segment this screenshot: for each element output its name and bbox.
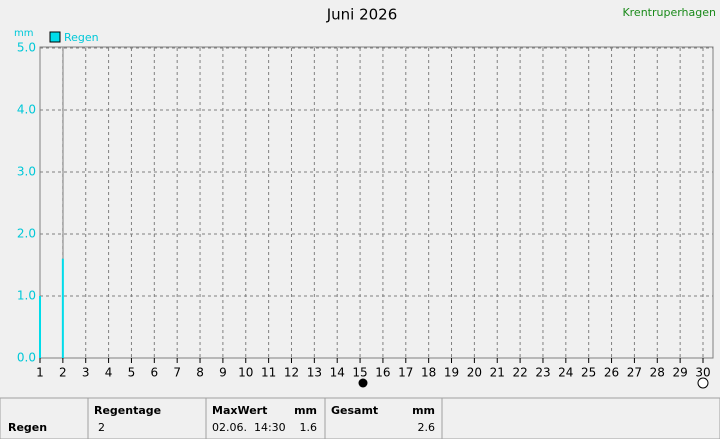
x-tick-label: 26 [604, 366, 619, 380]
x-tick-label: 21 [490, 366, 505, 380]
y-tick-label: 5.0 [17, 41, 36, 55]
cell-value: 2.6 [418, 421, 436, 434]
cell-value: 1.6 [300, 421, 318, 434]
y-tick-label: 0.0 [17, 351, 36, 365]
x-tick-label: 10 [238, 366, 253, 380]
x-tick-label: 4 [105, 366, 113, 380]
x-tick-label: 15 [352, 366, 367, 380]
col-header: Gesamt [331, 404, 378, 417]
x-tick-label: 9 [219, 366, 227, 380]
x-tick-label: 16 [375, 366, 390, 380]
x-tick-label: 5 [128, 366, 136, 380]
x-tick-label: 29 [672, 366, 687, 380]
row-label: Regen [8, 421, 47, 434]
summary-table: Regen Regentage 2 MaxWert mm 02.06. 14:3… [0, 397, 720, 439]
table-frame [0, 397, 720, 439]
x-tick-label: 18 [421, 366, 436, 380]
chart-title: Juni 2026 [326, 6, 398, 24]
x-tick-label: 20 [467, 366, 482, 380]
x-tick-label: 3 [82, 366, 90, 380]
x-tick-label: 25 [581, 366, 596, 380]
moon-full [697, 377, 709, 389]
x-tick-label: 28 [650, 366, 665, 380]
y-tick-label: 4.0 [17, 103, 36, 117]
legend-swatch [49, 31, 61, 43]
col-header: MaxWert [212, 404, 267, 417]
x-tick-label: 24 [558, 366, 573, 380]
cell-value: 2 [98, 421, 105, 434]
x-tick-label: 11 [261, 366, 276, 380]
x-tick-label: 22 [512, 366, 527, 380]
x-tick-label: 8 [196, 366, 204, 380]
moon-new [358, 378, 368, 388]
col-unit: mm [412, 404, 435, 417]
x-tick-label: 2 [59, 366, 67, 380]
y-tick-label: 2.0 [17, 227, 36, 241]
x-tick-label: 12 [284, 366, 299, 380]
cell-time: 02.06. 14:30 [212, 421, 286, 434]
y-tick-label: 1.0 [17, 289, 36, 303]
x-tick-label: 19 [444, 366, 459, 380]
x-tick-label: 27 [627, 366, 642, 380]
x-tick-label: 7 [173, 366, 181, 380]
x-tick-label: 30 [695, 366, 710, 380]
col-unit: mm [294, 404, 317, 417]
x-tick-label: 6 [150, 366, 158, 380]
col-header: Regentage [94, 404, 161, 417]
x-tick-label: 23 [535, 366, 550, 380]
y-unit: mm [14, 28, 33, 39]
station-name: Krentruperhagen [622, 6, 716, 19]
x-tick-label: 17 [398, 366, 413, 380]
legend-label: Regen [64, 31, 99, 44]
y-tick-label: 3.0 [17, 165, 36, 179]
x-tick-label: 14 [330, 366, 345, 380]
x-tick-label: 1 [36, 366, 44, 380]
x-tick-label: 13 [307, 366, 322, 380]
